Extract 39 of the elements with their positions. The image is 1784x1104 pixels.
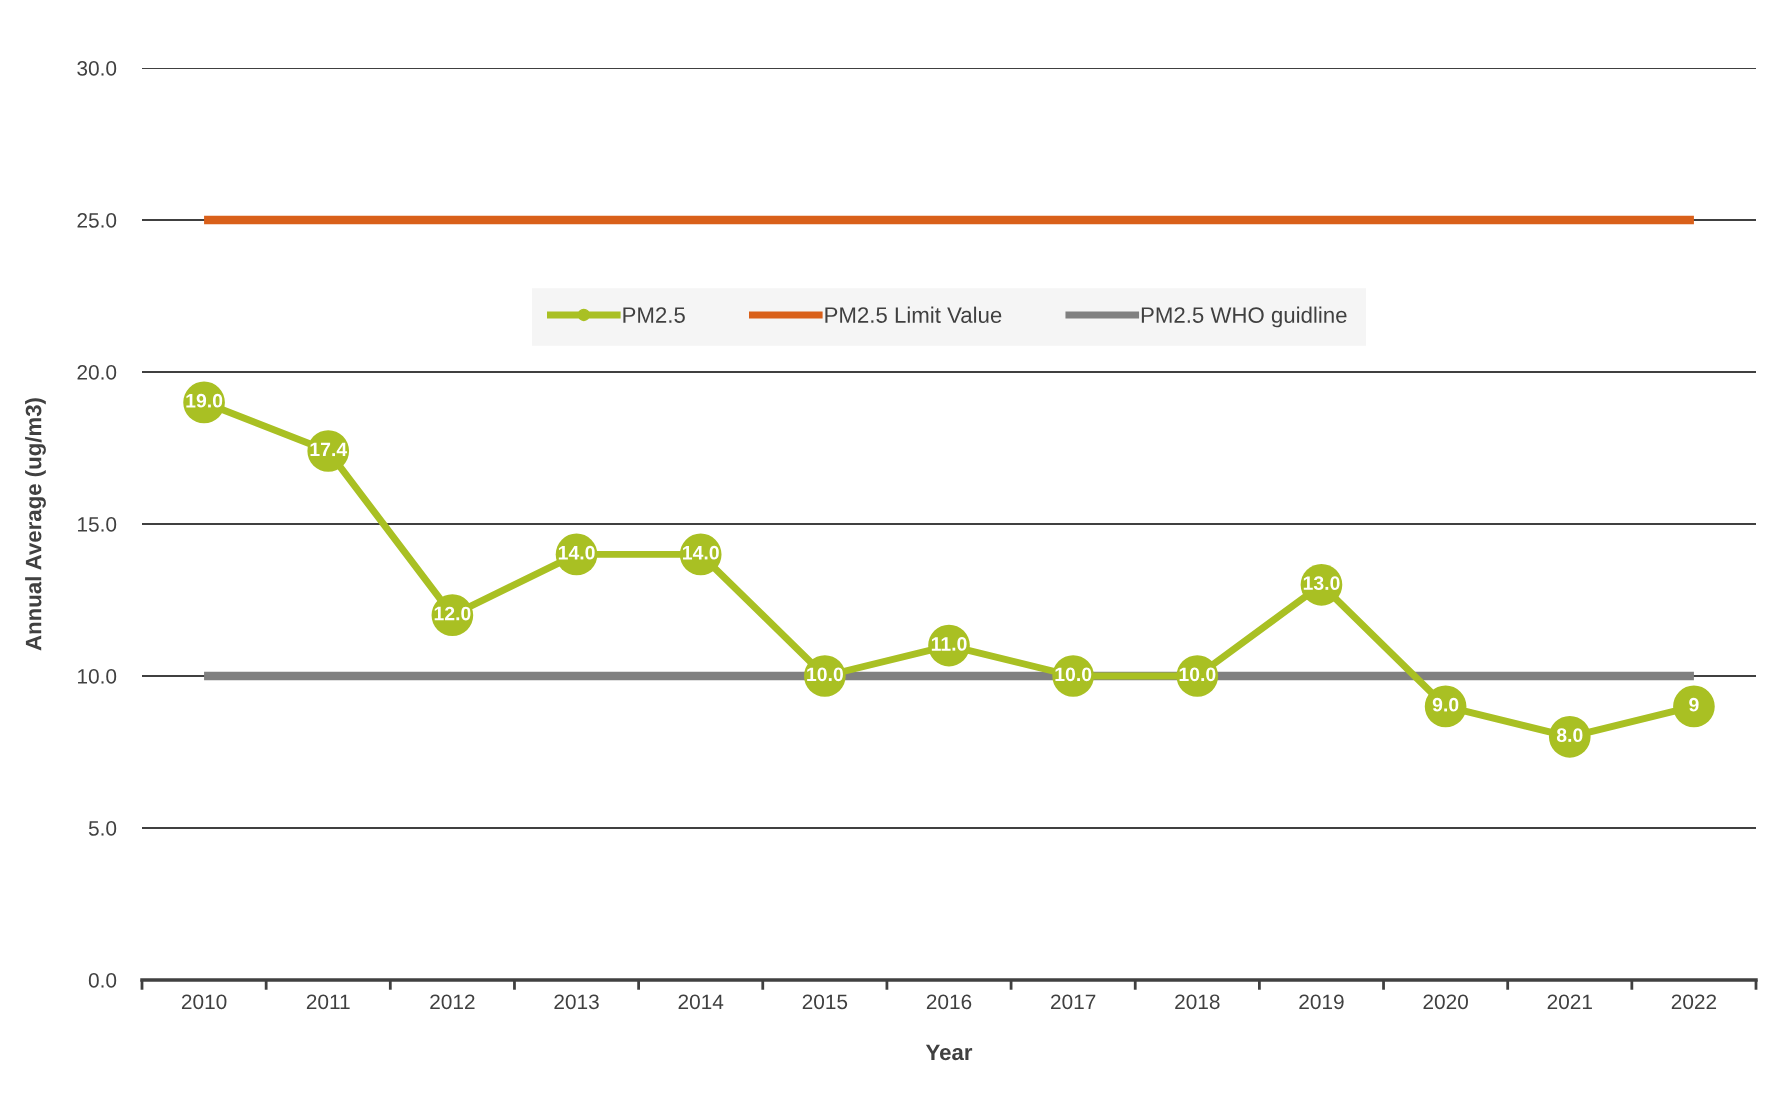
data-label: 19.0 [186, 393, 223, 408]
legend-label: PM2.5 WHO guidline [1141, 306, 1347, 328]
data-label: 17.4 [310, 442, 348, 457]
y-tick-label: 0.0 [88, 973, 117, 988]
x-tick-label: 2014 [678, 994, 724, 1010]
y-tick-label: 20.0 [77, 365, 117, 380]
x-tick-label: 2015 [802, 994, 848, 1010]
y-tick-label: 5.0 [88, 821, 117, 836]
data-label: 9 [1689, 697, 1699, 712]
y-axis-title: Annual Average (ug/m3) [25, 398, 46, 651]
data-label: 14.0 [558, 545, 595, 560]
x-tick-label: 2020 [1423, 994, 1468, 1010]
data-label: 12.0 [434, 606, 471, 621]
x-tick-label: 2019 [1299, 994, 1344, 1010]
data-label: 14.0 [683, 545, 719, 560]
data-label: 13.0 [1303, 576, 1340, 591]
x-tick-label: 2017 [1051, 994, 1096, 1010]
y-tick-label: 10.0 [78, 669, 117, 684]
data-label: 10.0 [1179, 667, 1216, 682]
x-tick-label: 2012 [430, 994, 475, 1010]
data-label: 10.0 [807, 667, 843, 682]
legend-label: PM2.5 Limit Value [825, 306, 1002, 323]
legend-label: PM2.5 [623, 307, 685, 323]
y-tick-label: 15.0 [78, 517, 117, 532]
data-label: 9.0 [1432, 697, 1459, 712]
x-tick-label: 2013 [554, 994, 599, 1010]
x-tick-label: 2010 [181, 994, 227, 1010]
x-axis-title: Year [925, 1044, 973, 1061]
data-label: 10.0 [1055, 667, 1092, 682]
x-tick-label: 2016 [926, 994, 972, 1010]
data-label: 8.0 [1556, 728, 1583, 743]
x-tick-label: 2022 [1671, 994, 1717, 1010]
data-label: 11.0 [931, 637, 967, 651]
point [1673, 685, 1715, 728]
x-tick-label: 2018 [1175, 994, 1220, 1010]
y-tick-label: 30.0 [77, 61, 117, 76]
x-tick-label: 2011 [306, 994, 350, 1010]
x-tick-label: 2021 [1547, 994, 1592, 1010]
y-tick-label: 25.0 [77, 213, 117, 228]
